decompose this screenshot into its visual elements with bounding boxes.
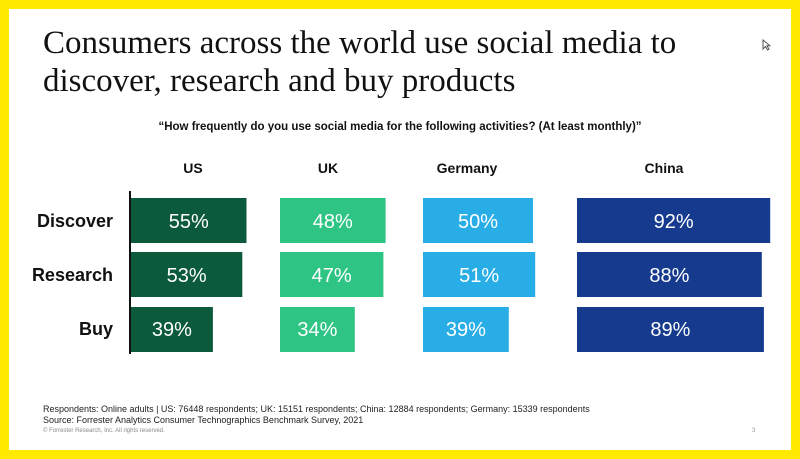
data-label-uk-research: 47% [312, 265, 352, 287]
series-header-us: US [183, 160, 202, 176]
bar-china-research [577, 252, 762, 297]
category-label-discover: Discover [37, 211, 113, 231]
bar-uk-buy [280, 307, 355, 352]
bar-china-discover [577, 198, 771, 243]
data-label-uk-discover: 48% [313, 211, 353, 233]
data-label-china-discover: 92% [654, 211, 694, 233]
bar-uk-research [280, 252, 384, 297]
data-label-germany-discover: 50% [458, 211, 498, 233]
category-label-research: Research [32, 265, 113, 285]
title-line-1: Consumers across the world use social me… [43, 25, 677, 61]
bar-us-discover [131, 198, 247, 243]
data-label-china-buy: 89% [650, 319, 690, 341]
bar-us-research [131, 252, 243, 297]
series-header-uk: UK [318, 160, 338, 176]
page-number: 3 [752, 428, 756, 434]
title-line-2: discover, research and buy products [43, 63, 516, 99]
bar-germany-research [423, 252, 536, 297]
data-label-germany-research: 51% [459, 265, 499, 287]
slide-title: Consumers across the world use social me… [43, 24, 723, 100]
copyright-notice: © Forrester Research, Inc. All rights re… [43, 428, 165, 434]
category-label-buy: Buy [79, 319, 113, 339]
survey-question: “How frequently do you use social media … [158, 121, 642, 133]
respondents-footnote: Respondents: Online adults | US: 76448 r… [43, 404, 590, 414]
data-label-china-research: 88% [649, 265, 689, 287]
data-label-us-buy: 39% [152, 319, 192, 341]
bar-germany-discover [423, 198, 533, 243]
bar-us-buy [131, 307, 213, 352]
series-header-germany: Germany [437, 160, 498, 176]
source-footnote: Source: Forrester Analytics Consumer Tec… [43, 415, 364, 425]
bar-germany-buy [423, 307, 509, 352]
data-label-us-discover: 55% [169, 211, 209, 233]
arrow-cursor-icon [762, 38, 772, 56]
bar-china-buy [577, 307, 764, 352]
data-label-germany-buy: 39% [446, 319, 486, 341]
data-label-uk-buy: 34% [297, 319, 337, 341]
data-label-us-research: 53% [167, 265, 207, 287]
series-header-china: China [645, 160, 684, 176]
bar-uk-discover [280, 198, 386, 243]
